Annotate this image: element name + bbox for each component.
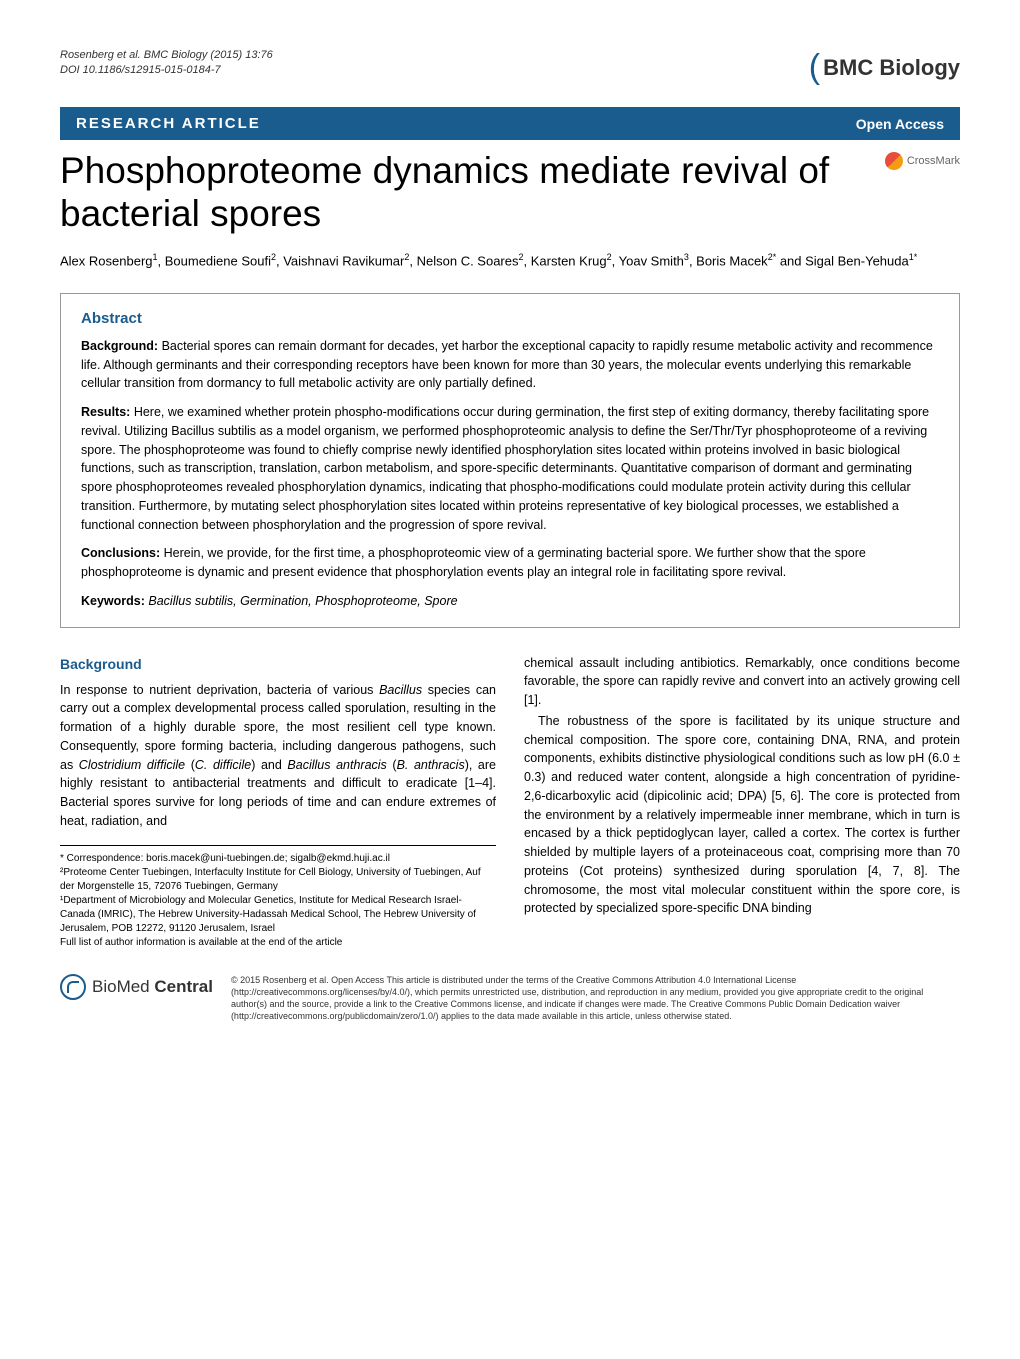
license-text: © 2015 Rosenberg et al. Open Access This… [231, 974, 960, 1023]
abstract-conclusions-label: Conclusions: [81, 546, 160, 560]
top-bar: Rosenberg et al. BMC Biology (2015) 13:7… [60, 48, 960, 87]
body-paragraph-3: The robustness of the spore is facilitat… [524, 712, 960, 918]
biomed-logo-text: BioMed Central [92, 977, 213, 997]
biomed-icon [60, 974, 86, 1000]
biomed-central-logo: BioMed Central [60, 974, 213, 1000]
article-type-bar: RESEARCH ARTICLE Open Access [60, 107, 960, 140]
correspondence-divider: * Correspondence: boris.macek@uni-tuebin… [60, 845, 496, 950]
abstract-background-text: Bacterial spores can remain dormant for … [81, 339, 933, 391]
body-paragraph-1: In response to nutrient deprivation, bac… [60, 681, 496, 831]
background-heading: Background [60, 654, 496, 675]
keywords-label: Keywords: [81, 594, 145, 608]
page-container: Rosenberg et al. BMC Biology (2015) 13:7… [0, 0, 1020, 1070]
abstract-keywords: Keywords: Bacillus subtilis, Germination… [81, 592, 939, 611]
citation-line: Rosenberg et al. BMC Biology (2015) 13:7… [60, 48, 273, 63]
abstract-heading: Abstract [81, 310, 939, 327]
abstract-background-label: Background: [81, 339, 158, 353]
journal-citation: Rosenberg et al. BMC Biology (2015) 13:7… [60, 48, 273, 79]
correspondence-block: * Correspondence: boris.macek@uni-tuebin… [60, 852, 496, 950]
journal-logo-text: BMC Biology [823, 55, 960, 81]
logo-bracket-icon: ( [809, 48, 820, 87]
crossmark-text: CrossMark [907, 155, 960, 167]
doi-line: DOI 10.1186/s12915-015-0184-7 [60, 63, 273, 78]
abstract-background: Background: Bacterial spores can remain … [81, 337, 939, 393]
abstract-box: Abstract Background: Bacterial spores ca… [60, 293, 960, 628]
column-left: Background In response to nutrient depri… [60, 654, 496, 950]
abstract-results-label: Results: [81, 405, 130, 419]
abstract-conclusions-text: Herein, we provide, for the first time, … [81, 546, 866, 579]
authors-list: Alex Rosenberg1, Boumediene Soufi2, Vais… [60, 251, 960, 271]
abstract-results-text: Here, we examined whether protein phosph… [81, 405, 929, 532]
body-columns: Background In response to nutrient depri… [60, 654, 960, 950]
body-paragraph-2: chemical assault including antibiotics. … [524, 654, 960, 710]
correspondence-emails: * Correspondence: boris.macek@uni-tuebin… [60, 852, 496, 866]
correspondence-affiliation-2: ²Proteome Center Tuebingen, Interfaculty… [60, 866, 496, 894]
open-access-label: Open Access [856, 116, 944, 132]
crossmark-badge[interactable]: CrossMark [885, 152, 960, 170]
column-right: chemical assault including antibiotics. … [524, 654, 960, 950]
keywords-terms: Bacillus subtilis, Germination, Phosphop… [148, 594, 457, 608]
article-title: Phosphoproteome dynamics mediate revival… [60, 150, 960, 235]
journal-logo: ( BMC Biology [809, 48, 960, 87]
crossmark-icon [885, 152, 903, 170]
abstract-results: Results: Here, we examined whether prote… [81, 403, 939, 534]
article-type-label: RESEARCH ARTICLE [76, 115, 261, 132]
correspondence-affiliation-1: ¹Department of Microbiology and Molecula… [60, 894, 496, 936]
license-row: BioMed Central © 2015 Rosenberg et al. O… [60, 974, 960, 1023]
correspondence-note: Full list of author information is avail… [60, 936, 496, 950]
abstract-conclusions: Conclusions: Herein, we provide, for the… [81, 544, 939, 582]
